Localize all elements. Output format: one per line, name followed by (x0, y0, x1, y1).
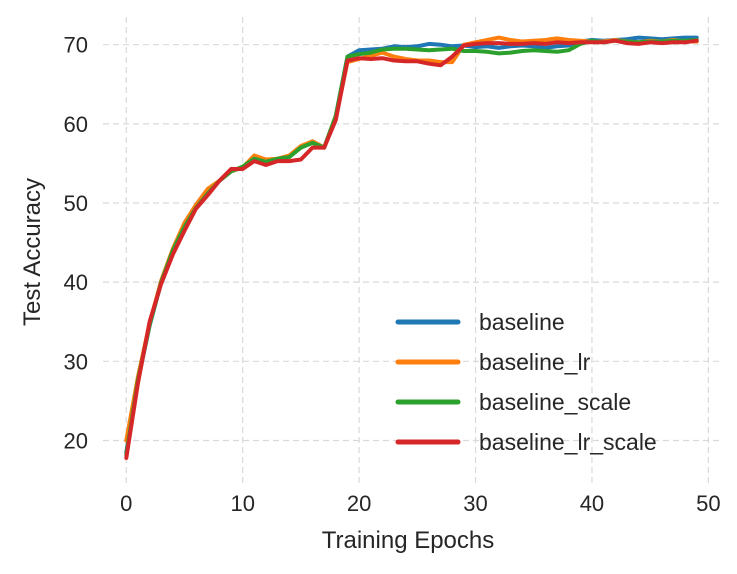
y-tick-label: 30 (64, 349, 88, 374)
y-tick-label: 60 (64, 112, 88, 137)
x-tick-label: 30 (463, 491, 487, 516)
y-tick-label: 20 (64, 428, 88, 453)
grid (103, 17, 720, 484)
y-tick-label: 70 (64, 33, 88, 58)
x-tick-label: 0 (120, 491, 132, 516)
x-tick-label: 10 (230, 491, 254, 516)
y-axis-label: Test Accuracy (19, 178, 46, 326)
x-tick-label: 50 (696, 491, 720, 516)
x-tick-label: 40 (580, 491, 604, 516)
series-lines (124, 35, 699, 460)
y-tick-label: 40 (64, 270, 88, 295)
y-tick-label: 50 (64, 191, 88, 216)
legend-label: baseline_lr (479, 349, 591, 375)
y-axis-ticks: 20 30 40 50 60 70 (64, 33, 88, 454)
x-axis-label: Training Epochs (322, 527, 495, 554)
series-line-baseline-lr (124, 35, 699, 443)
x-tick-label: 20 (347, 491, 371, 516)
legend-label: baseline (479, 309, 565, 335)
x-axis-ticks: 0 10 20 30 40 50 (120, 491, 720, 516)
legend-label: baseline_scale (479, 389, 631, 415)
series-line-baseline-lr-scale (124, 38, 699, 460)
legend-label: baseline_lr_scale (479, 429, 657, 455)
legend: baseline baseline_lr baseline_scalebaselin… (395, 309, 657, 455)
